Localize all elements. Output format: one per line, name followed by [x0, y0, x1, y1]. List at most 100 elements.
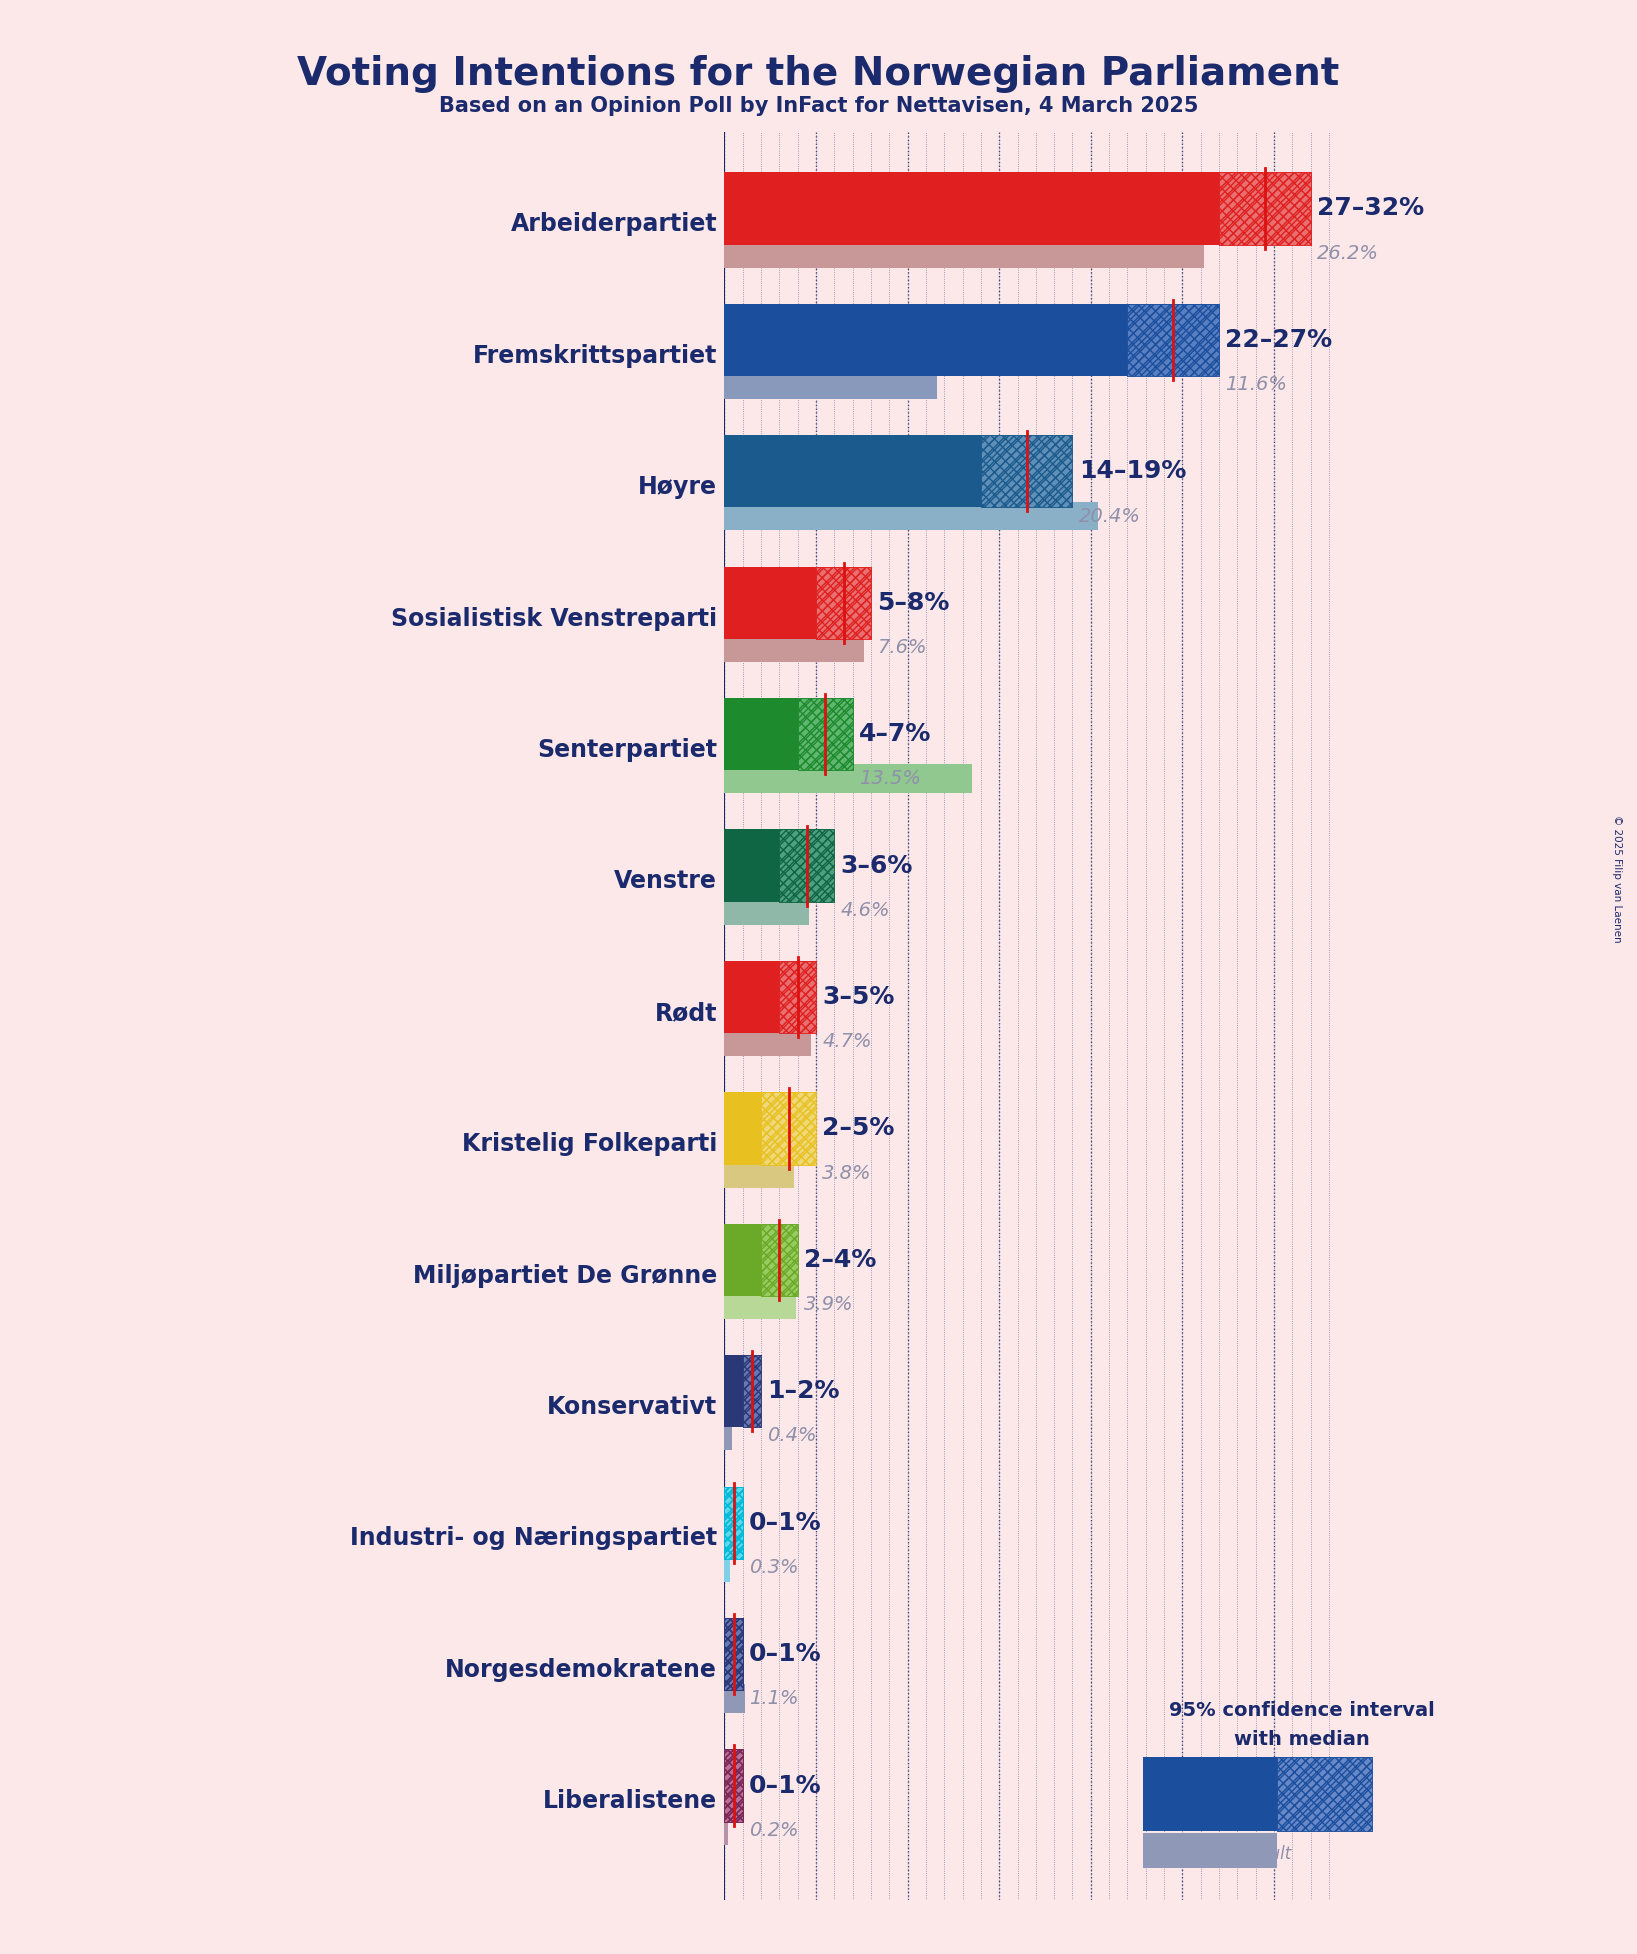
Text: Kristelig Folkeparti: Kristelig Folkeparti	[462, 1131, 717, 1157]
Bar	[1220, 172, 1311, 244]
Bar	[725, 1356, 743, 1428]
Bar	[725, 436, 981, 508]
Bar	[725, 502, 1098, 530]
Bar	[725, 764, 972, 793]
Bar	[725, 1487, 743, 1559]
Bar	[743, 1356, 761, 1428]
Bar	[1220, 172, 1311, 244]
Text: 0.2%: 0.2%	[750, 1821, 799, 1841]
Bar	[743, 1356, 761, 1428]
Text: 3.8%: 3.8%	[822, 1165, 873, 1182]
Text: 26.2%: 26.2%	[1318, 244, 1378, 262]
Bar	[725, 303, 1128, 375]
Text: 3–6%: 3–6%	[841, 854, 913, 877]
Text: Arbeiderpartiet: Arbeiderpartiet	[511, 213, 717, 236]
Text: 3–5%: 3–5%	[822, 985, 895, 1008]
Bar	[725, 1487, 743, 1559]
Text: Sosialistisk Venstreparti: Sosialistisk Venstreparti	[391, 606, 717, 631]
Text: 2–4%: 2–4%	[804, 1249, 876, 1272]
Bar	[725, 1749, 743, 1821]
Text: 4–7%: 4–7%	[859, 723, 931, 746]
Bar	[1220, 172, 1311, 244]
Bar	[1128, 303, 1220, 375]
Text: 22–27%: 22–27%	[1226, 328, 1333, 352]
Text: Last result: Last result	[1203, 1845, 1292, 1862]
Bar	[779, 828, 835, 901]
Bar	[725, 1421, 732, 1450]
Text: 1–2%: 1–2%	[768, 1380, 840, 1403]
Text: Venstre: Venstre	[614, 870, 717, 893]
Text: 20.4%: 20.4%	[1079, 506, 1141, 526]
Bar	[725, 1749, 743, 1821]
Text: 14–19%: 14–19%	[1079, 459, 1187, 483]
Bar	[725, 698, 797, 770]
Text: 4.7%: 4.7%	[822, 1032, 873, 1051]
Text: 0.3%: 0.3%	[750, 1557, 799, 1577]
Text: 3.9%: 3.9%	[804, 1296, 853, 1313]
Text: 95% confidence interval: 95% confidence interval	[1169, 1700, 1434, 1720]
Text: Liberalistene: Liberalistene	[543, 1790, 717, 1813]
Bar	[725, 369, 936, 399]
Bar	[761, 1092, 815, 1165]
Text: 0–1%: 0–1%	[750, 1641, 822, 1667]
Bar	[725, 1028, 810, 1057]
Bar	[725, 1618, 743, 1690]
Bar	[725, 1618, 743, 1690]
Bar	[725, 1159, 794, 1188]
Bar	[761, 1223, 797, 1296]
Text: 0.4%: 0.4%	[768, 1426, 817, 1446]
Bar	[725, 1487, 743, 1559]
Bar	[1128, 303, 1220, 375]
Text: with median: with median	[1234, 1729, 1369, 1749]
Text: 4.6%: 4.6%	[841, 901, 891, 920]
Bar	[725, 1618, 743, 1690]
Text: Based on an Opinion Poll by InFact for Nettavisen, 4 March 2025: Based on an Opinion Poll by InFact for N…	[439, 96, 1198, 115]
Text: 0–1%: 0–1%	[750, 1774, 822, 1798]
Bar	[779, 828, 835, 901]
Bar	[815, 567, 871, 639]
Bar	[725, 633, 864, 662]
Bar	[725, 1618, 743, 1690]
Bar	[761, 1223, 797, 1296]
Bar	[725, 1815, 728, 1845]
Text: Norgesdemokratene: Norgesdemokratene	[445, 1657, 717, 1682]
Bar	[725, 567, 815, 639]
Bar	[761, 1223, 797, 1296]
Bar	[743, 1356, 761, 1428]
Text: 11.6%: 11.6%	[1226, 375, 1287, 395]
Bar	[981, 436, 1072, 508]
Text: 5–8%: 5–8%	[877, 590, 949, 616]
Bar	[981, 436, 1072, 508]
Bar	[797, 698, 853, 770]
Bar	[725, 828, 779, 901]
Text: 2–5%: 2–5%	[822, 1116, 895, 1141]
Text: 1.1%: 1.1%	[750, 1690, 799, 1708]
Bar	[725, 1684, 745, 1714]
Bar	[725, 1290, 796, 1319]
Text: Industri- og Næringspartiet: Industri- og Næringspartiet	[350, 1526, 717, 1550]
Bar	[725, 238, 1205, 268]
Text: 13.5%: 13.5%	[859, 770, 922, 787]
Text: 7.6%: 7.6%	[877, 637, 927, 657]
Bar	[779, 828, 835, 901]
Bar	[725, 1553, 730, 1583]
Bar	[725, 1749, 743, 1821]
Text: Rødt: Rødt	[655, 1000, 717, 1024]
Bar	[761, 1092, 815, 1165]
Bar	[725, 1749, 743, 1821]
Bar	[725, 1487, 743, 1559]
Bar	[725, 1618, 743, 1690]
Bar	[815, 567, 871, 639]
Bar	[797, 698, 853, 770]
Bar	[725, 1749, 743, 1821]
Text: 27–32%: 27–32%	[1318, 197, 1424, 221]
Bar	[779, 961, 815, 1034]
Bar	[797, 698, 853, 770]
Bar	[725, 961, 779, 1034]
Text: Høyre: Høyre	[638, 475, 717, 498]
Bar	[815, 567, 871, 639]
Text: Senterpartiet: Senterpartiet	[537, 739, 717, 762]
Bar	[725, 1618, 743, 1690]
Bar	[725, 1749, 743, 1821]
Text: Miljøpartiet De Grønne: Miljøpartiet De Grønne	[413, 1264, 717, 1288]
